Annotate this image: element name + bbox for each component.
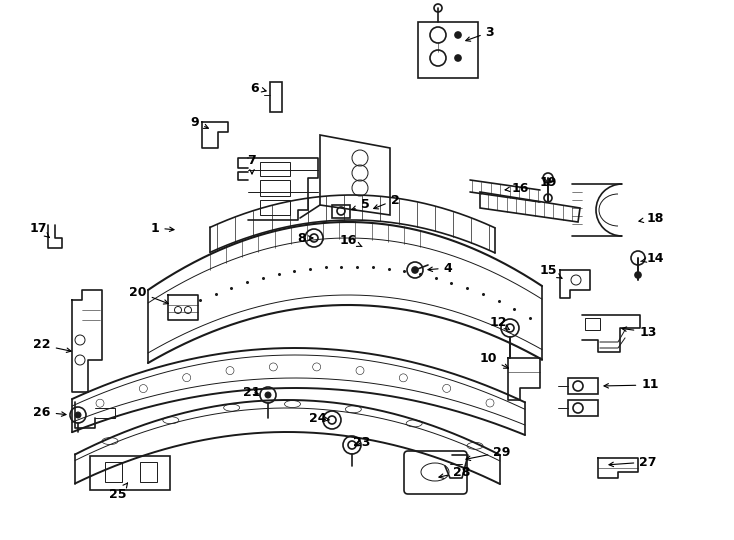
Text: 15: 15 [539, 264, 562, 278]
Text: 10: 10 [479, 352, 509, 368]
Text: 16: 16 [339, 233, 362, 247]
Text: 24: 24 [309, 411, 330, 424]
Text: 4: 4 [428, 261, 452, 274]
Circle shape [412, 267, 418, 273]
Text: 26: 26 [33, 406, 66, 419]
Text: 28: 28 [439, 465, 470, 478]
Text: 6: 6 [251, 82, 266, 94]
Text: 21: 21 [243, 386, 261, 399]
Text: 8: 8 [298, 232, 313, 245]
Text: 9: 9 [191, 116, 208, 129]
Text: 14: 14 [641, 252, 664, 265]
Circle shape [455, 32, 461, 38]
Text: 7: 7 [247, 153, 256, 174]
Text: 5: 5 [352, 199, 369, 212]
Text: 11: 11 [604, 379, 658, 392]
Circle shape [75, 412, 81, 418]
Circle shape [265, 392, 271, 398]
Text: 18: 18 [639, 212, 664, 225]
Circle shape [455, 55, 461, 61]
Text: 27: 27 [609, 456, 657, 469]
Text: 2: 2 [374, 193, 399, 209]
Text: 19: 19 [539, 176, 556, 188]
Text: 23: 23 [353, 435, 371, 449]
Text: 3: 3 [466, 25, 494, 41]
Circle shape [635, 272, 641, 278]
Text: 25: 25 [109, 483, 128, 502]
Text: 1: 1 [150, 221, 174, 234]
Text: 12: 12 [490, 315, 509, 330]
Text: 29: 29 [466, 446, 511, 461]
Text: 17: 17 [29, 221, 49, 238]
Text: 20: 20 [129, 286, 168, 304]
Text: 13: 13 [622, 326, 657, 339]
Text: 16: 16 [505, 181, 528, 194]
Text: 22: 22 [33, 339, 71, 353]
